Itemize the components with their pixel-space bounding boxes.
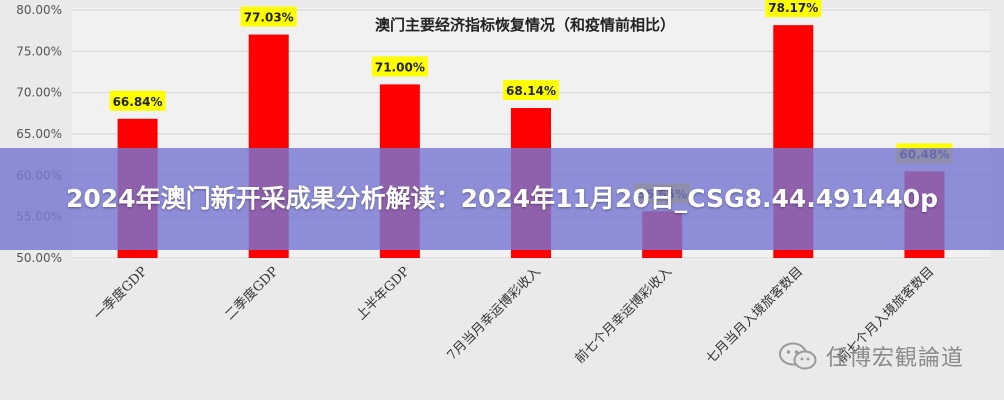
watermark-text: 任博宏観論道 [826,346,965,371]
y-tick-label: 50.00% [16,251,62,265]
data-label-box [109,90,166,111]
data-label: 66.84% [113,95,163,109]
data-label-box [503,80,559,101]
headline-banner: 2024年澳门新开采成果分析解读：2024年11月20日_CSG8.44.491… [0,148,1004,250]
y-tick-label: 65.00% [16,127,62,141]
data-label: 77.03% [244,11,294,25]
wechat-logo-icon [779,342,817,370]
watermark: 任博宏観論道 [778,338,964,374]
data-label-box [371,56,428,77]
data-label: 71.00% [375,60,425,74]
y-tick-label: 70.00% [16,86,62,100]
data-label: 78.17% [768,1,818,15]
headline-text: 2024年澳门新开采成果分析解读：2024年11月20日_CSG8.44.491… [65,184,939,213]
chart-title: 澳门主要经济指标恢复情况（和疫情前相比） [375,16,675,34]
y-tick-label: 75.00% [16,44,62,58]
data-label-box [765,0,822,18]
data-label: 68.14% [506,84,556,98]
y-tick-label: 80.00% [16,3,62,17]
data-label-box [240,6,297,27]
